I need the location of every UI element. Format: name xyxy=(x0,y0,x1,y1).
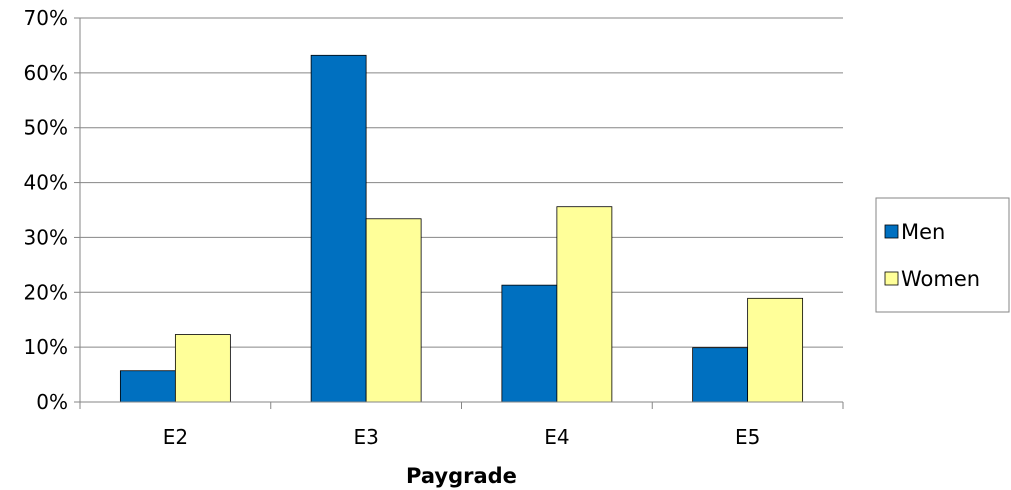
x-tick-label: E2 xyxy=(163,425,188,449)
bar-women-e2 xyxy=(174,334,231,403)
y-tick-label: 60% xyxy=(24,61,68,85)
x-tick-label: E3 xyxy=(353,425,378,449)
y-tick-label: 40% xyxy=(24,171,68,195)
bar-men-e4 xyxy=(501,284,558,403)
y-tick-label: 50% xyxy=(24,116,68,140)
bar-women-e5 xyxy=(747,297,804,403)
legend-label-women: Women xyxy=(901,267,980,291)
gridlines xyxy=(80,17,843,348)
y-tick-labels: 0% 10% 20% 30% 40% 50% 60% 70% xyxy=(24,6,80,414)
legend-swatch-men xyxy=(884,224,899,239)
legend-box xyxy=(875,197,1010,313)
x-tick-labels: E2 E3 E4 E5 xyxy=(163,425,761,449)
y-tick-label: 20% xyxy=(24,280,68,304)
legend-label-men: Men xyxy=(901,220,945,244)
axes xyxy=(79,18,844,409)
bar-women-e4 xyxy=(556,206,613,403)
bars xyxy=(119,54,804,403)
legend: Men Women xyxy=(875,197,1010,313)
bar-women-e3 xyxy=(365,218,422,403)
y-tick-label: 10% xyxy=(24,335,68,359)
y-tick-label: 30% xyxy=(24,225,68,249)
bar-men-e5 xyxy=(692,347,749,403)
x-tick-label: E4 xyxy=(544,425,569,449)
x-tick-label: E5 xyxy=(735,425,760,449)
y-tick-label: 70% xyxy=(24,6,68,30)
bar-men-e2 xyxy=(119,370,176,403)
bar-men-e3 xyxy=(310,54,367,403)
legend-swatch-women xyxy=(884,271,899,286)
y-tick-label: 0% xyxy=(36,390,68,414)
x-axis-title: Paygrade xyxy=(406,464,517,488)
